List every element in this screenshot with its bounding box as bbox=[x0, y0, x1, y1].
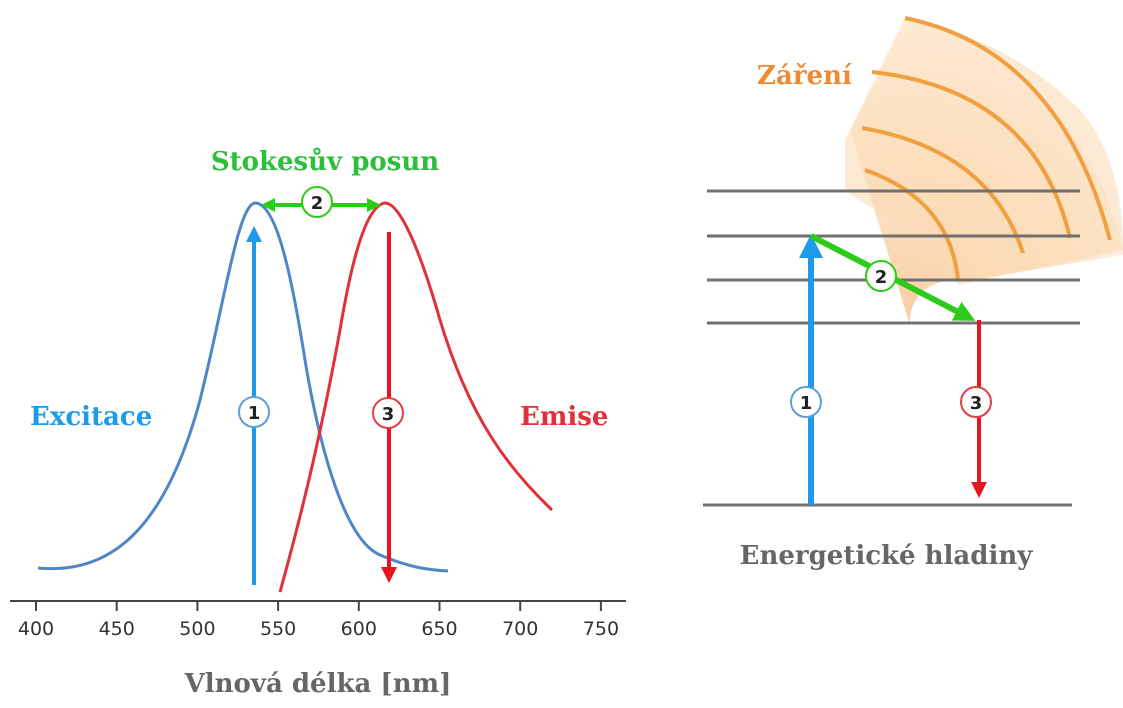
svg-text:1: 1 bbox=[800, 393, 813, 414]
spectrum-panel: 1 2 3 Stokesův posun Excitace Emise 400 4… bbox=[10, 147, 626, 699]
badge-3-spectrum: 3 bbox=[372, 397, 404, 429]
x-tick-label: 550 bbox=[260, 618, 296, 640]
x-tick-label: 600 bbox=[341, 618, 377, 640]
badge-2-energy: 2 bbox=[865, 260, 897, 292]
x-tick-label: 500 bbox=[179, 618, 215, 640]
energy-levels-caption: Energetické hladiny bbox=[740, 541, 1034, 571]
svg-text:2: 2 bbox=[875, 267, 888, 288]
emission-curve bbox=[278, 201, 554, 593]
badge-2-spectrum: 2 bbox=[301, 186, 333, 218]
radiation-label: Záření bbox=[757, 61, 852, 91]
excitation-curve bbox=[37, 201, 449, 573]
x-tick-label: 700 bbox=[502, 618, 538, 640]
radiation-fan-body bbox=[845, 18, 1123, 285]
x-axis-label: Vlnová délka [nm] bbox=[184, 669, 452, 699]
badge-3-energy: 3 bbox=[960, 386, 992, 418]
energy-panel: 1 2 3 Záření Energetické hladiny bbox=[703, 16, 1123, 571]
excitation-label: Excitace bbox=[30, 402, 152, 432]
svg-text:2: 2 bbox=[311, 193, 324, 214]
badge-1-spectrum: 1 bbox=[238, 396, 270, 428]
svg-text:3: 3 bbox=[970, 393, 983, 414]
badge-1-energy: 1 bbox=[790, 386, 822, 418]
x-tick-label: 450 bbox=[99, 618, 135, 640]
svg-text:1: 1 bbox=[248, 403, 261, 424]
x-tick-label: 750 bbox=[583, 618, 619, 640]
stokes-shift-label: Stokesův posun bbox=[211, 147, 439, 177]
emission-label: Emise bbox=[520, 402, 608, 432]
x-tick-label: 400 bbox=[18, 618, 54, 640]
svg-text:3: 3 bbox=[382, 404, 395, 425]
x-axis-ticks: 400 450 500 550 600 650 700 750 bbox=[18, 601, 619, 640]
x-tick-label: 650 bbox=[421, 618, 457, 640]
radiation-waves bbox=[861, 16, 1112, 281]
